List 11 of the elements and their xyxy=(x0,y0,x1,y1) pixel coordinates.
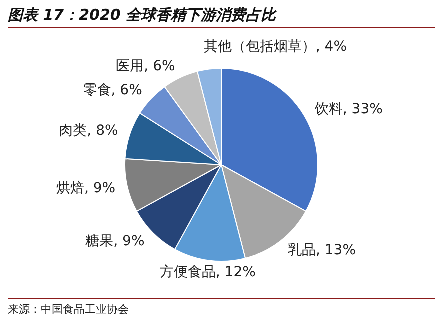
slice-label: 医用, 6% xyxy=(116,58,176,74)
slice-label: 烘焙, 9% xyxy=(56,180,116,196)
slice-label: 零食, 6% xyxy=(83,82,142,98)
slice-label: 糖果, 9% xyxy=(86,233,145,250)
chart-title: 图表 17：2020 全球香精下游消费占比 xyxy=(7,5,278,26)
slice-label: 乳品, 13% xyxy=(288,242,356,258)
source-note: 来源：中国食品工业协会 xyxy=(7,302,130,318)
slice-label: 其他（包括烟草）, 4% xyxy=(204,38,348,55)
slice-label: 方便食品, 12% xyxy=(160,264,256,280)
slice-label: 饮料, 33% xyxy=(314,101,383,118)
slice-label: 肉类, 8% xyxy=(59,123,118,140)
